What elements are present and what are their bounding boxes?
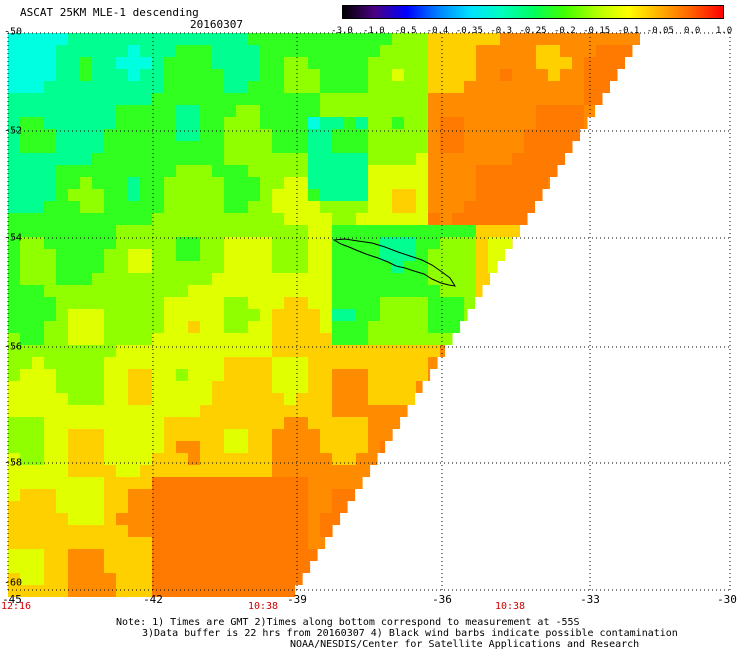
- south-georgia-island: [332, 238, 457, 287]
- colorbar-tick-label: -0.15: [583, 26, 611, 36]
- lon-label: -33: [580, 593, 600, 606]
- lat-label: -52: [4, 125, 23, 137]
- lon-label: -30: [717, 593, 737, 606]
- time-label: 10:38: [494, 601, 526, 612]
- note-line: Note: 1) Times are GMT 2)Times along bot…: [116, 617, 580, 628]
- colorbar-tick-label: 0.0: [684, 26, 701, 36]
- gridlines: [7, 32, 731, 591]
- data-field: [8, 33, 640, 597]
- colorbar-tick-label: -0.35: [455, 26, 483, 36]
- lon-label: -36: [432, 593, 452, 606]
- colorbar-tick-label: -0.5: [394, 26, 417, 36]
- colorbar-tick-label: -3.0: [331, 26, 353, 36]
- map-date: 20160307: [190, 18, 243, 31]
- colorbar-tick-label: -1.0: [362, 26, 385, 36]
- colorbar-tick-label: -0.1: [617, 26, 640, 36]
- time-label: 10:38: [247, 601, 279, 612]
- lat-label: -54: [4, 232, 23, 244]
- colorbar-tick-label: -0.3: [490, 26, 512, 36]
- colorbar: [342, 5, 724, 19]
- colorbar-tick-label: 1.0: [715, 26, 733, 36]
- lat-label: -56: [4, 341, 23, 353]
- lon-label: -42: [143, 593, 163, 606]
- colorbar-tick-label: -0.05: [646, 26, 674, 36]
- lon-label: -45: [2, 593, 22, 606]
- lon-label: -39: [287, 593, 307, 606]
- time-label: 12:16: [0, 601, 32, 612]
- note-line: NOAA/NESDIS/Center for Satellite Applica…: [290, 639, 640, 650]
- note-line: 3)Data buffer is 22 hrs from 20160307 4)…: [142, 628, 678, 639]
- lat-label: -60: [4, 577, 23, 589]
- lat-label: -50: [4, 26, 23, 38]
- colorbar-labels: -3.0 -1.0 -0.5 -0.4 -0.35 -0.3 -0.25 -0.2 -0.15-…: [330, 26, 733, 38]
- lat-label: -58: [4, 457, 23, 469]
- colorbar-tick-label: -0.4: [426, 26, 449, 36]
- colorbar-tick-label: -0.25: [519, 26, 547, 36]
- map-title: ASCAT 25KM MLE-1 descending: [20, 6, 199, 19]
- colorbar-tick-label: -0.2: [553, 26, 576, 36]
